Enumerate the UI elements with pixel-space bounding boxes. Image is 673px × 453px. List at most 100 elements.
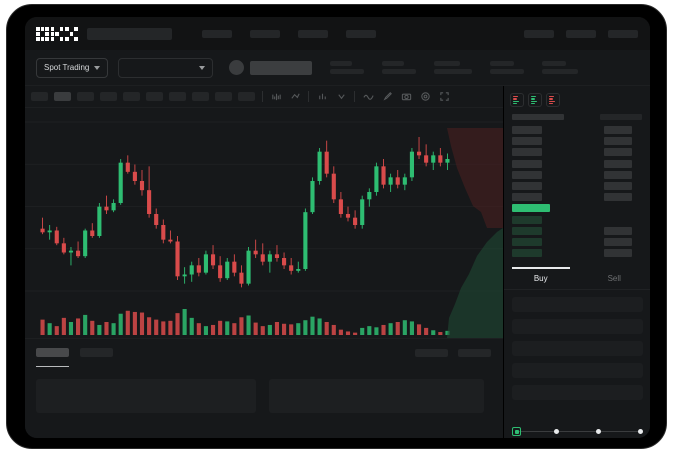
orderbook-row-price-11[interactable] <box>512 238 542 246</box>
volume-bar-5 <box>68 322 74 335</box>
fullscreen-icon[interactable] <box>438 91 450 103</box>
orderbook-row-price-7[interactable] <box>512 193 542 202</box>
order-available-field[interactable] <box>512 363 643 378</box>
volume-bar-42 <box>331 324 336 335</box>
slider-node-2[interactable] <box>596 429 601 434</box>
volume-bar-7 <box>83 314 88 335</box>
timeframe-pill-10[interactable] <box>238 92 255 101</box>
timeframe-pill-6[interactable] <box>146 92 163 101</box>
line-chart-icon[interactable] <box>362 91 374 103</box>
timeframe-pill-3[interactable] <box>77 92 94 101</box>
orderbook-row-price-5[interactable] <box>512 170 542 179</box>
orderbook-row-price-3[interactable] <box>512 148 542 157</box>
nav-item-3[interactable] <box>298 29 328 38</box>
candle-34 <box>274 254 280 258</box>
settings-gear-icon[interactable] <box>419 91 431 103</box>
camera-snapshot-icon[interactable] <box>400 91 412 103</box>
timeframe-pill-7[interactable] <box>169 92 186 101</box>
timeframe-pill-9[interactable] <box>215 92 232 101</box>
percent-slider[interactable] <box>512 427 643 437</box>
tab-sell[interactable]: Sell <box>607 274 621 283</box>
trading-pair-select[interactable] <box>118 57 214 78</box>
volume-bar-12 <box>118 313 123 335</box>
tab-order-history[interactable] <box>80 348 113 357</box>
nav-item-1[interactable] <box>202 29 232 38</box>
candlestick-pane[interactable] <box>25 108 503 303</box>
orderbook-row-amount-7 <box>604 193 632 202</box>
orderbook-row-price-10[interactable] <box>512 226 542 235</box>
orderbook-row-price-12[interactable] <box>512 249 542 258</box>
tab-buy[interactable]: Buy <box>504 267 578 289</box>
timeframe-pill-5[interactable] <box>123 92 140 101</box>
orderbook-row-price-6[interactable] <box>512 182 542 190</box>
last-price-value <box>250 60 313 75</box>
candle-18 <box>161 225 166 240</box>
compare-icon[interactable] <box>335 91 347 103</box>
orderbook[interactable] <box>504 114 650 264</box>
candle-40 <box>317 151 322 181</box>
slider-node-1[interactable] <box>554 429 559 434</box>
orderbook-row-price-8[interactable] <box>512 204 550 213</box>
toolbar-divider <box>354 91 355 102</box>
candle-30 <box>246 250 251 284</box>
order-price-field[interactable] <box>512 297 643 312</box>
header-action-2[interactable] <box>566 29 596 38</box>
volume-bar-45 <box>353 332 358 335</box>
volume-bar-51 <box>395 322 400 335</box>
stat-high-value <box>382 69 417 74</box>
indicators-icon[interactable] <box>316 91 328 103</box>
candle-54 <box>416 151 422 156</box>
nav-item-2[interactable] <box>250 29 280 38</box>
volume-bar-39 <box>310 316 315 335</box>
volume-bar-29 <box>239 317 244 335</box>
order-fee-field[interactable] <box>512 385 643 400</box>
header-action-3[interactable] <box>608 29 638 38</box>
volume-bar-54 <box>416 324 422 335</box>
candle-56 <box>431 155 436 163</box>
pencil-draw-icon[interactable] <box>381 91 393 103</box>
okx-logo[interactable] <box>36 26 79 41</box>
slider-node-3[interactable] <box>638 429 643 434</box>
candlestick-chart-icon[interactable] <box>270 91 282 103</box>
timeframe-pill-1[interactable] <box>31 92 48 101</box>
orders-tab-list <box>25 348 503 367</box>
search-input[interactable] <box>87 27 172 40</box>
candle-7 <box>83 230 88 257</box>
volume-bar-22 <box>189 317 194 335</box>
chart-type-icon[interactable] <box>289 91 301 103</box>
ob-mode-both[interactable] <box>510 93 524 107</box>
orderbook-row-price-4[interactable] <box>512 159 542 168</box>
bottom-action-2[interactable] <box>458 348 491 357</box>
price-chart[interactable] <box>25 108 503 338</box>
order-total-field[interactable] <box>512 341 643 356</box>
volume-bar-26 <box>218 320 223 335</box>
nav-item-4[interactable] <box>346 29 376 38</box>
logo-glyph-x <box>65 26 79 41</box>
candle-25 <box>210 254 216 266</box>
orderbook-row-price-1[interactable] <box>512 126 542 134</box>
ticker-bar: Spot Trading <box>25 50 650 86</box>
trading-mode-select[interactable]: Spot Trading <box>36 57 109 78</box>
candle-17 <box>154 214 159 225</box>
volume-bar-1 <box>40 319 45 335</box>
slider-node-0[interactable] <box>512 427 521 436</box>
volume-bar-46 <box>360 327 365 335</box>
header-action-1[interactable] <box>524 29 554 38</box>
ob-mode-asks[interactable] <box>546 93 560 107</box>
candle-1 <box>40 228 45 233</box>
orderbook-row-price-9[interactable] <box>512 215 542 224</box>
timeframe-pill-4[interactable] <box>100 92 117 101</box>
timeframe-pill-2[interactable] <box>54 92 71 101</box>
candle-21 <box>182 274 187 277</box>
header-nav <box>202 29 376 38</box>
timeframe-pill-8[interactable] <box>192 92 209 101</box>
orderbook-row-price-2[interactable] <box>512 137 542 146</box>
stat-low-value <box>434 69 473 74</box>
candle-12 <box>118 162 123 203</box>
toolbar-divider <box>308 91 309 102</box>
order-amount-field[interactable] <box>512 319 643 334</box>
chevron-down-icon <box>94 65 101 70</box>
tab-open-orders[interactable] <box>36 348 69 367</box>
ob-mode-bids[interactable] <box>528 93 542 107</box>
bottom-action-1[interactable] <box>415 348 448 357</box>
